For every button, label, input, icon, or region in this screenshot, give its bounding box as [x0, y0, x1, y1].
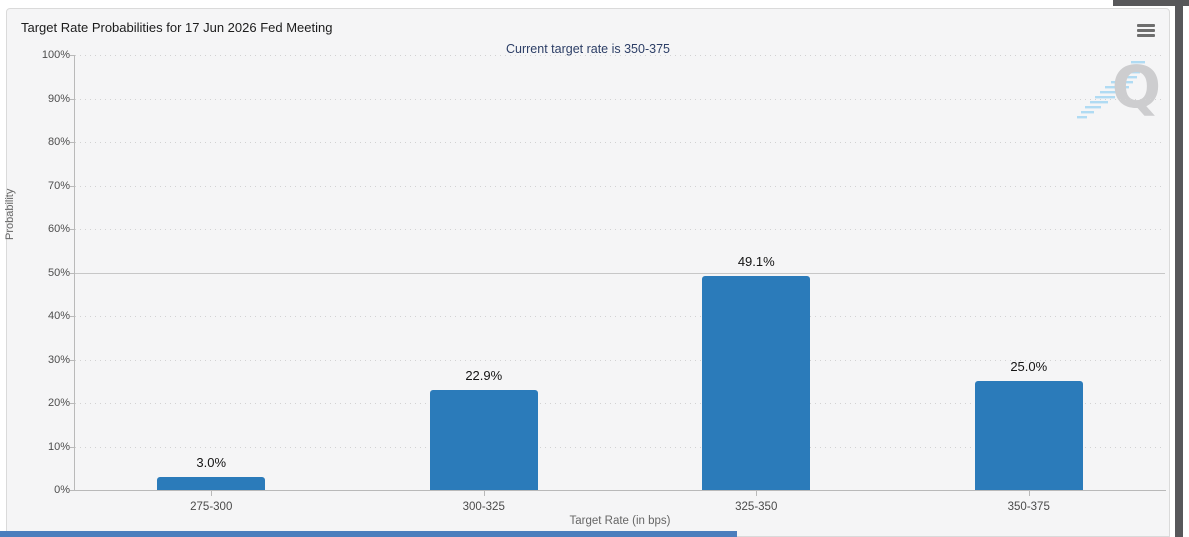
chart-title: Target Rate Probabilities for 17 Jun 202… [21, 20, 333, 35]
y-tick-label: 60% [47, 223, 70, 235]
gridline-80 [75, 142, 1165, 143]
bar-value-label: 3.0% [196, 454, 227, 470]
y-tick-label: 40% [47, 310, 70, 322]
y-tick [70, 446, 75, 448]
y-tick [70, 185, 75, 187]
y-tick-label: 50% [47, 266, 70, 279]
x-axis-line [74, 490, 1166, 491]
y-tick-label: 30% [47, 353, 70, 366]
x-category-label: 350-375 [1007, 501, 1050, 513]
lightning-hatch-icon [1077, 61, 1145, 119]
gridline-70 [75, 185, 1165, 187]
bar-value-label: 22.9% [465, 368, 503, 384]
y-tick-label: 20% [47, 397, 70, 409]
gridline-100 [75, 55, 1165, 56]
hamburger-icon [1137, 24, 1155, 27]
gridline-40 [75, 316, 1165, 317]
hamburger-icon [1137, 34, 1155, 37]
gridline-60 [75, 229, 1165, 230]
vertical-scrollbar[interactable] [1175, 0, 1183, 537]
current-target-rate-subtitle: Current target rate is 350-375 [506, 42, 670, 56]
y-tick [70, 142, 75, 143]
gridline-10 [75, 446, 1165, 448]
y-tick [70, 316, 75, 317]
y-tick [70, 98, 75, 100]
x-tick [756, 491, 758, 496]
y-tick-label: 70% [47, 179, 70, 192]
y-tick-label: 90% [47, 92, 70, 105]
q-letter-logo: Q [1111, 53, 1161, 121]
y-axis-title: Probability [4, 188, 16, 240]
bar-325-350[interactable] [702, 276, 811, 490]
x-tick [211, 491, 213, 496]
bar-value-label: 49.1% [737, 254, 775, 270]
gridline-30 [75, 359, 1165, 361]
chart-menu-button[interactable] [1137, 24, 1155, 38]
plot-area: 0% 10% 20% 30% 40% 50% 60% 70% 80% 90% 100% 3.0% 275… [42, 49, 1166, 513]
hamburger-icon [1137, 29, 1155, 32]
y-tick-label: 0% [54, 484, 70, 496]
x-tick [1028, 491, 1030, 496]
y-tick [70, 403, 75, 404]
y-tick [70, 359, 75, 361]
gridline-20 [75, 403, 1165, 404]
window-edge-strip [1113, 0, 1189, 6]
gridline-50 [75, 272, 1165, 274]
gridline-90 [75, 98, 1165, 100]
x-category-label: 275-300 [190, 501, 233, 513]
x-category-label: 325-350 [735, 501, 778, 513]
y-tick-label: 100% [41, 49, 70, 61]
bar-value-label: 25.0% [1010, 359, 1048, 375]
x-tick [483, 491, 485, 496]
bottom-selection-strip [0, 531, 737, 537]
y-tick [70, 55, 75, 56]
bar-350-375[interactable] [974, 381, 1083, 490]
y-tick [70, 272, 75, 274]
bar-300-325[interactable] [429, 390, 538, 490]
x-category-label: 300-325 [462, 501, 505, 513]
y-tick-label: 10% [47, 440, 70, 453]
y-tick [70, 229, 75, 230]
bar-275-300[interactable] [157, 476, 266, 490]
y-tick-label: 80% [47, 136, 70, 148]
x-axis-title: Target Rate (in bps) [569, 515, 671, 527]
quikstrike-watermark: Q [1075, 55, 1161, 129]
y-tick [70, 490, 75, 491]
